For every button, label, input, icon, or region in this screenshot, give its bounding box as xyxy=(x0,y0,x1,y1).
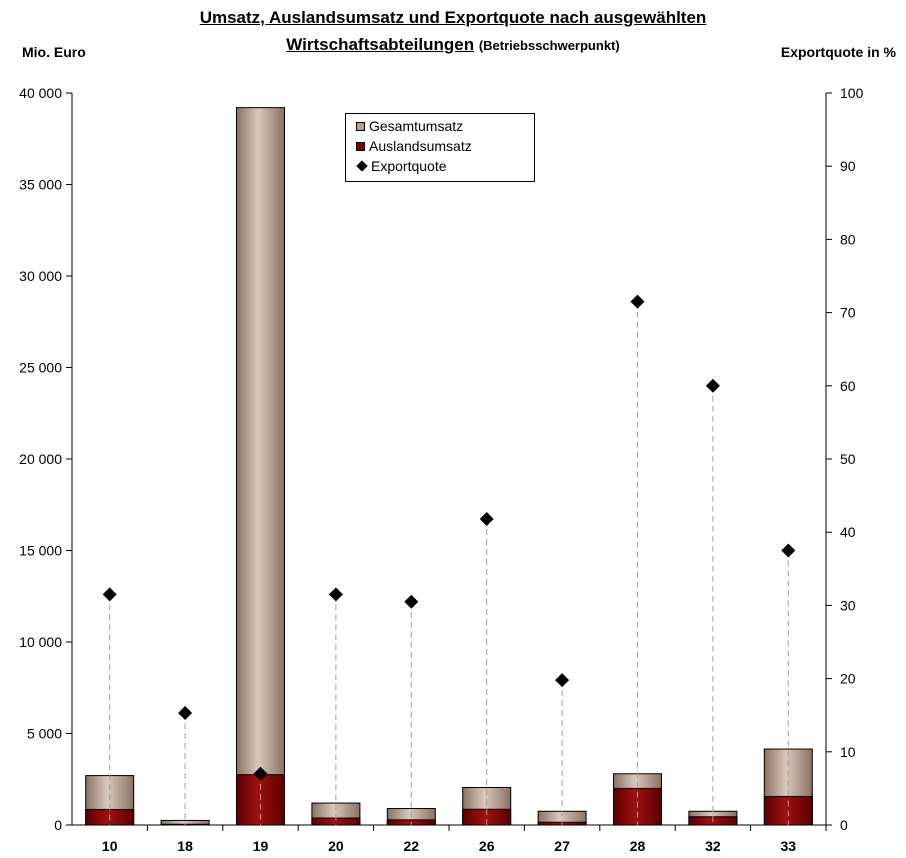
right-tick-label: 60 xyxy=(840,378,856,394)
x-tick-label: 19 xyxy=(253,838,269,854)
chart-title-line1: Umsatz, Auslandsumsatz und Exportquote n… xyxy=(0,8,906,28)
x-tick-label: 28 xyxy=(630,838,646,854)
right-tick-label: 30 xyxy=(840,597,856,613)
marker-exportquote xyxy=(705,378,720,393)
bar-gesamtumsatz xyxy=(236,107,285,826)
right-tick-label: 80 xyxy=(840,231,856,247)
marker-exportquote xyxy=(630,294,645,309)
marker-exportquote xyxy=(555,673,570,688)
chart-title-line2: Wirtschaftsabteilungen (Betriebsschwerpu… xyxy=(0,35,906,55)
left-tick-label: 15 000 xyxy=(19,543,62,559)
legend-swatch-auslandsumsatz xyxy=(356,141,365,151)
legend-item-exportquote: Exportquote xyxy=(356,157,447,175)
left-tick-label: 0 xyxy=(54,817,62,833)
chart-legend: Gesamtumsatz Auslandsumsatz Exportquote xyxy=(345,113,535,182)
right-tick-label: 50 xyxy=(840,451,856,467)
left-tick-label: 40 000 xyxy=(19,85,62,101)
marker-exportquote xyxy=(404,594,419,609)
left-tick-label: 20 000 xyxy=(19,451,62,467)
left-tick-label: 35 000 xyxy=(19,177,62,193)
x-tick-label: 32 xyxy=(705,838,721,854)
legend-item-auslandsumsatz: Auslandsumsatz xyxy=(356,137,472,155)
left-tick-label: 25 000 xyxy=(19,360,62,376)
right-tick-label: 70 xyxy=(840,305,856,321)
legend-marker-exportquote xyxy=(356,160,368,172)
right-tick-label: 40 xyxy=(840,524,856,540)
x-tick-label: 20 xyxy=(328,838,344,854)
marker-exportquote xyxy=(102,587,117,602)
x-tick-label: 27 xyxy=(554,838,570,854)
left-tick-label: 5 000 xyxy=(27,726,62,742)
x-tick-label: 18 xyxy=(177,838,193,854)
marker-exportquote xyxy=(178,706,193,721)
right-axis-label: Exportquote in % xyxy=(780,44,896,60)
left-tick-label: 10 000 xyxy=(19,634,62,650)
legend-label-exportquote: Exportquote xyxy=(371,158,447,174)
legend-item-gesamtumsatz: Gesamtumsatz xyxy=(356,117,463,135)
left-tick-label: 30 000 xyxy=(19,268,62,284)
left-axis-label: Mio. Euro xyxy=(22,44,86,60)
chart-title-suffix: (Betriebsschwerpunkt) xyxy=(478,38,620,53)
chart-title-text-1: Umsatz, Auslandsumsatz und Exportquote n… xyxy=(199,8,707,27)
marker-exportquote xyxy=(781,543,796,558)
x-tick-label: 33 xyxy=(781,838,797,854)
legend-label-auslandsumsatz: Auslandsumsatz xyxy=(369,138,472,154)
right-tick-label: 10 xyxy=(840,744,856,760)
marker-exportquote xyxy=(479,512,494,527)
legend-swatch-gesamtumsatz xyxy=(356,121,365,131)
chart-title-text-2: Wirtschaftsabteilungen xyxy=(286,35,475,54)
right-tick-label: 100 xyxy=(840,85,864,101)
right-tick-label: 20 xyxy=(840,671,856,687)
marker-exportquote xyxy=(253,766,268,781)
legend-label-gesamtumsatz: Gesamtumsatz xyxy=(369,118,464,134)
x-tick-label: 10 xyxy=(102,838,118,854)
right-tick-label: 90 xyxy=(840,158,856,174)
marker-exportquote xyxy=(328,587,343,602)
x-tick-label: 22 xyxy=(404,838,420,854)
x-tick-label: 26 xyxy=(479,838,495,854)
right-tick-label: 0 xyxy=(840,817,848,833)
